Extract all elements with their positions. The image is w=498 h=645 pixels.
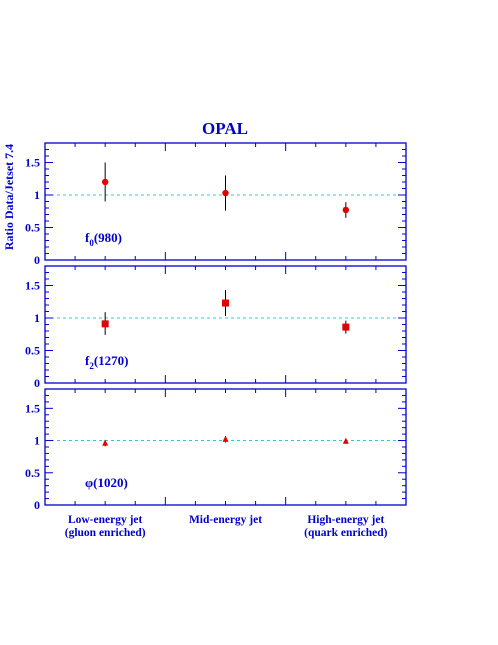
data-point-1 — [102, 439, 109, 446]
x-category-sublabel: (gluon enriched) — [65, 527, 146, 539]
particle-label: φ(1020) — [85, 475, 128, 490]
data-point-2 — [222, 299, 229, 307]
y-tick-label: 1.5 — [25, 156, 40, 170]
chart-title: OPAL — [202, 119, 248, 138]
y-tick-label: 0.5 — [25, 466, 40, 480]
particle-label-rest: (980) — [94, 230, 122, 245]
y-tick-label: 0 — [34, 376, 40, 390]
particle-label-main: φ(1020) — [85, 475, 128, 490]
data-point-3 — [342, 206, 350, 214]
panel-2: 0 0.5 1 1.5 f2(1270) — [25, 265, 407, 390]
y-tick-label: 1 — [34, 434, 40, 448]
particle-label-rest: (1270) — [94, 353, 129, 368]
particle-label-subscript: 2 — [89, 361, 94, 371]
y-axis-label: Ratio Data/Jetset 7.4 — [2, 144, 16, 250]
data-point-1 — [101, 320, 109, 328]
y-tick-label: 1 — [34, 188, 40, 202]
x-category-sublabel: (quark enriched) — [304, 527, 388, 539]
y-tick-label: 0 — [34, 253, 40, 267]
particle-label: f2(1270) — [85, 353, 129, 371]
data-point-1 — [101, 178, 109, 186]
x-category-label: Low-energy jet — [68, 514, 143, 526]
y-tick-label: 0 — [34, 498, 40, 512]
x-category-label: High-energy jet — [307, 514, 384, 526]
data-point-2 — [222, 435, 229, 442]
y-tick-label: 1 — [34, 311, 40, 325]
y-tick-label: 0.5 — [25, 344, 40, 358]
panel-1: 00.511.5f0(980) — [25, 142, 407, 267]
data-point-2 — [222, 189, 229, 197]
particle-label-main: f — [85, 230, 90, 245]
particle-label: f0(980) — [85, 230, 122, 248]
panel-3: 0 0.5 1 1.5 φ(1020) — [25, 388, 407, 512]
particle-label-subscript: 0 — [89, 238, 94, 248]
y-tick-label: 1.5 — [25, 401, 40, 415]
data-point-3 — [342, 323, 350, 331]
y-tick-label: 0.5 — [25, 221, 40, 235]
x-category-label: Mid-energy jet — [189, 514, 262, 526]
data-point-3 — [342, 437, 349, 444]
y-tick-label: 1.5 — [25, 279, 40, 293]
particle-label-main: f — [85, 353, 90, 368]
